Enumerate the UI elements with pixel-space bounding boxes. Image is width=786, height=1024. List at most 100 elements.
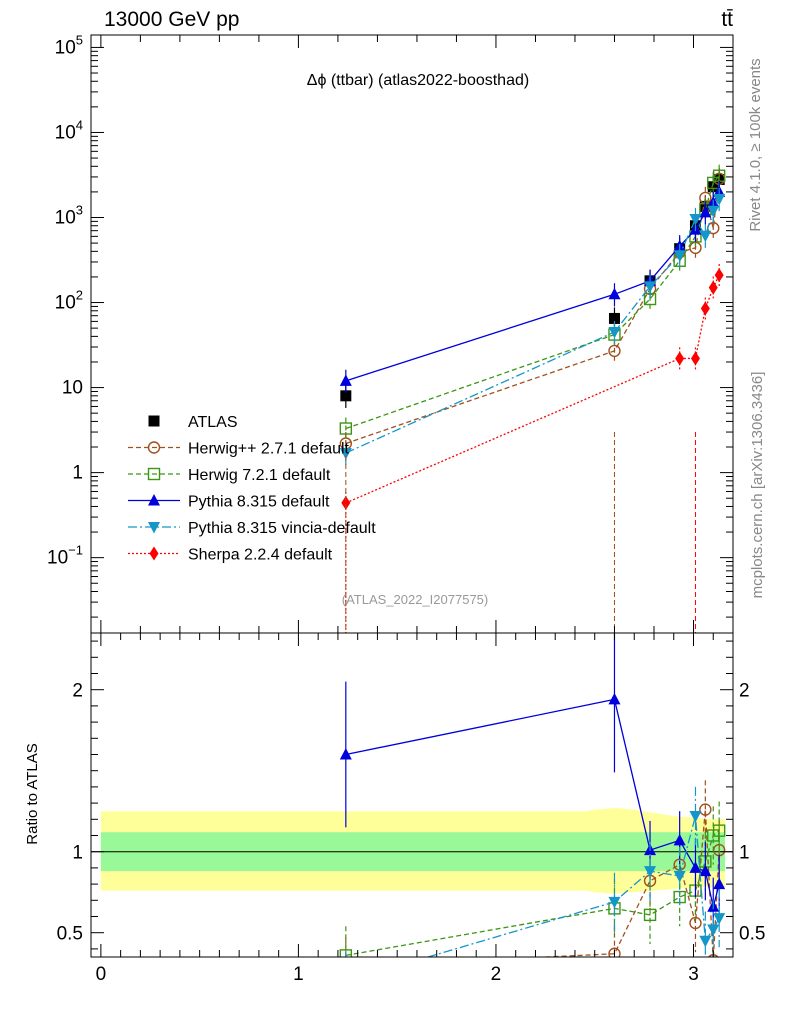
main-plot-border (90, 34, 734, 634)
data-point (608, 287, 621, 300)
ratio-data-point (689, 811, 702, 823)
ratio-data-point (715, 995, 724, 1009)
legend-label: Pythia 8.315 vincia-default (188, 520, 376, 537)
ratio-data-point (691, 1002, 700, 1016)
y-tick-label: 105 (55, 32, 83, 58)
ratio-series-line (345, 698, 720, 907)
series-line (345, 198, 720, 454)
main-series-layer (339, 164, 726, 633)
series-herwigpp (339, 167, 726, 456)
ratio-y-tick-label: 2 (72, 681, 83, 702)
data-point (644, 281, 657, 293)
legend-label: Herwig++ 2.7.1 default (188, 441, 350, 458)
x-tick-label: 0 (96, 964, 107, 985)
ratio-data-point (699, 935, 712, 948)
x-tick-label: 3 (688, 964, 699, 985)
ratio-frame: 0 1 2 3 0.5 0.5 1 1 2 2 (57, 632, 765, 985)
series-line (345, 274, 720, 504)
ratio-data-point (340, 961, 351, 972)
data-point (699, 205, 712, 218)
ratio-data-point (644, 866, 657, 878)
data-point (340, 390, 352, 402)
ratio-y-tick-label-right: 0.5 (739, 924, 765, 945)
data-point (707, 205, 720, 218)
ratio-data-point (713, 913, 726, 925)
data-point (707, 181, 719, 193)
ratio-data-point (339, 949, 353, 957)
data-point (714, 268, 724, 283)
data-point (673, 250, 686, 262)
legend: ATLAS Herwig++ 2.7.1 default Herwig 7.2.1 … (128, 414, 376, 564)
y-tick-label: 102 (55, 288, 83, 314)
ratio-data-point (673, 871, 686, 883)
data-point (689, 214, 702, 226)
data-point (608, 312, 620, 324)
rivet-version-label: Rivet 4.1.0, ≥ 100k events (747, 58, 764, 231)
legend-entry-sherpa: Sherpa 2.2.4 default (128, 546, 333, 564)
header-process-label: tt̄ (721, 8, 733, 31)
y-tick-label: 10−1 (47, 543, 83, 569)
ratio-data-point (643, 908, 657, 922)
ratio-y-tick-label: 1 (72, 843, 83, 864)
data-point (708, 280, 718, 295)
ratio-data-point (340, 976, 352, 988)
ratio-y-axis-label: Ratio to ATLAS (24, 743, 41, 844)
ratio-series-line (346, 1002, 719, 1008)
legend-entry-atlas: ATLAS (148, 414, 238, 431)
ratio-y-tick-label: 0.5 (57, 924, 83, 945)
chart-title: Δϕ (ttbar) (atlas2022-boosthad) (307, 72, 529, 89)
legend-entry-herwigpp: Herwig++ 2.7.1 default (128, 441, 350, 458)
series-atlas (340, 168, 725, 408)
ratio-series-pythia (339, 633, 726, 936)
data-point (699, 230, 712, 243)
band-group (100, 807, 725, 894)
ratio-data-point (699, 864, 712, 877)
series-pythia (339, 180, 726, 393)
legend-label: ATLAS (188, 414, 238, 431)
ratio-data-point (712, 824, 726, 837)
ratio-data-point (673, 833, 686, 846)
series-line (345, 191, 720, 382)
series-line (345, 175, 720, 430)
legend-marker (148, 415, 160, 427)
header-energy-label: 13000 GeV pp (104, 8, 239, 31)
series-vincia (339, 187, 726, 466)
legend-label: Pythia 8.315 default (188, 494, 330, 511)
ratio-uncertainty-band (91, 807, 733, 894)
legend-marker (149, 546, 159, 561)
ratio-series-layer (339, 633, 726, 1024)
ratio-data-point (699, 803, 712, 816)
series-herwig7 (339, 164, 726, 441)
data-point (608, 327, 621, 339)
ratio-plot-border (90, 632, 734, 958)
series-sherpa (341, 264, 724, 633)
data-point (608, 344, 621, 358)
series-line (345, 178, 720, 445)
legend-entry-herwig7: Herwig 7.2.1 default (128, 467, 331, 484)
legend-entry-pythia: Pythia 8.315 default (128, 494, 330, 511)
ratio-data-point (689, 861, 702, 873)
ratio-data-point (713, 877, 726, 890)
ratio-data-point (608, 692, 621, 705)
y-tick-label: 103 (55, 203, 83, 229)
ratio-data-point (341, 999, 350, 1013)
ratio-y-tick-label-right: 2 (739, 681, 750, 702)
data-point (690, 351, 700, 366)
legend-marker (148, 494, 160, 506)
x-tick-label: 1 (293, 964, 304, 985)
x-tick-label: 2 (491, 964, 502, 985)
ratio-series-vincia (340, 786, 726, 988)
ratio-series-sherpa (341, 973, 723, 1024)
legend-marker (147, 467, 161, 481)
y-tick-label: 10 (62, 378, 83, 399)
y-tick-label: 104 (55, 117, 83, 143)
y-tick-label: 1 (72, 463, 83, 484)
data-point (341, 495, 351, 510)
ratio-data-point (608, 896, 621, 909)
ratio-data-point (339, 748, 352, 760)
data-point (339, 448, 352, 460)
legend-label: Herwig 7.2.1 default (188, 467, 331, 484)
legend-entry-vincia: Pythia 8.315 vincia-default (128, 520, 376, 537)
